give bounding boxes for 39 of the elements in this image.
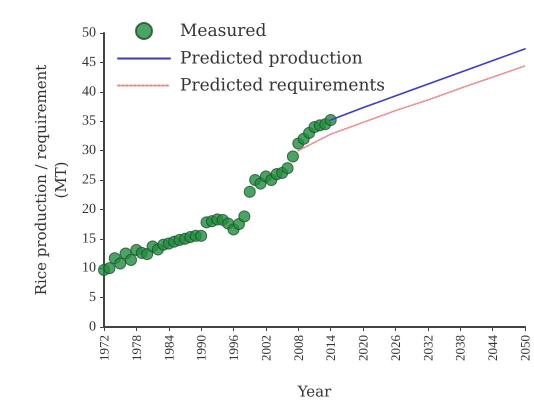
point bbox=[324, 114, 337, 126]
y-tick-label: 25 bbox=[82, 172, 96, 188]
y-tick-label: 40 bbox=[82, 84, 96, 100]
x-tick-label: 2038 bbox=[452, 335, 468, 361]
point bbox=[195, 230, 208, 242]
y-tick-label: 45 bbox=[82, 54, 96, 70]
y-tick-label: 35 bbox=[82, 114, 96, 129]
point bbox=[114, 258, 126, 270]
point bbox=[244, 186, 256, 198]
x-tick-label: 1990 bbox=[194, 335, 209, 361]
y-tick-label: 0 bbox=[89, 320, 96, 334]
x-tick-label: 2050 bbox=[518, 335, 532, 361]
x-tick-label: 1996 bbox=[226, 334, 242, 361]
point bbox=[103, 262, 116, 274]
point bbox=[286, 150, 299, 162]
point bbox=[125, 254, 137, 266]
x-tick-label: 2032 bbox=[420, 335, 436, 361]
y-tick-label: 50 bbox=[82, 26, 96, 40]
y-axis-title: Rice production / requirement (MT) bbox=[32, 64, 70, 296]
x-tick-label: 2014 bbox=[323, 334, 338, 361]
y-tick-label: 15 bbox=[82, 231, 96, 246]
legend-label: Measured bbox=[180, 21, 266, 41]
y-tick-label: 10 bbox=[82, 260, 96, 276]
y-tick-label: 30 bbox=[82, 143, 96, 158]
x-tick-label: 1972 bbox=[96, 335, 112, 361]
x-tick-label: 2002 bbox=[258, 335, 274, 361]
x-tick-label: 2044 bbox=[485, 334, 500, 361]
x-tick-label: 1978 bbox=[128, 335, 144, 361]
x-tick-label: 2008 bbox=[290, 335, 306, 361]
x-tick-label: 1984 bbox=[161, 334, 176, 361]
legend-label: Predicted requirements bbox=[180, 76, 385, 96]
x-tick-label: 2026 bbox=[388, 334, 403, 361]
x-tick-label: 2020 bbox=[356, 335, 371, 361]
point bbox=[238, 210, 250, 222]
y-tick-label: 20 bbox=[82, 202, 96, 217]
point bbox=[282, 162, 294, 174]
y-tick-label: 5 bbox=[89, 290, 96, 306]
x-axis-title: Year bbox=[296, 382, 332, 400]
legend-label: Predicted production bbox=[180, 48, 363, 68]
